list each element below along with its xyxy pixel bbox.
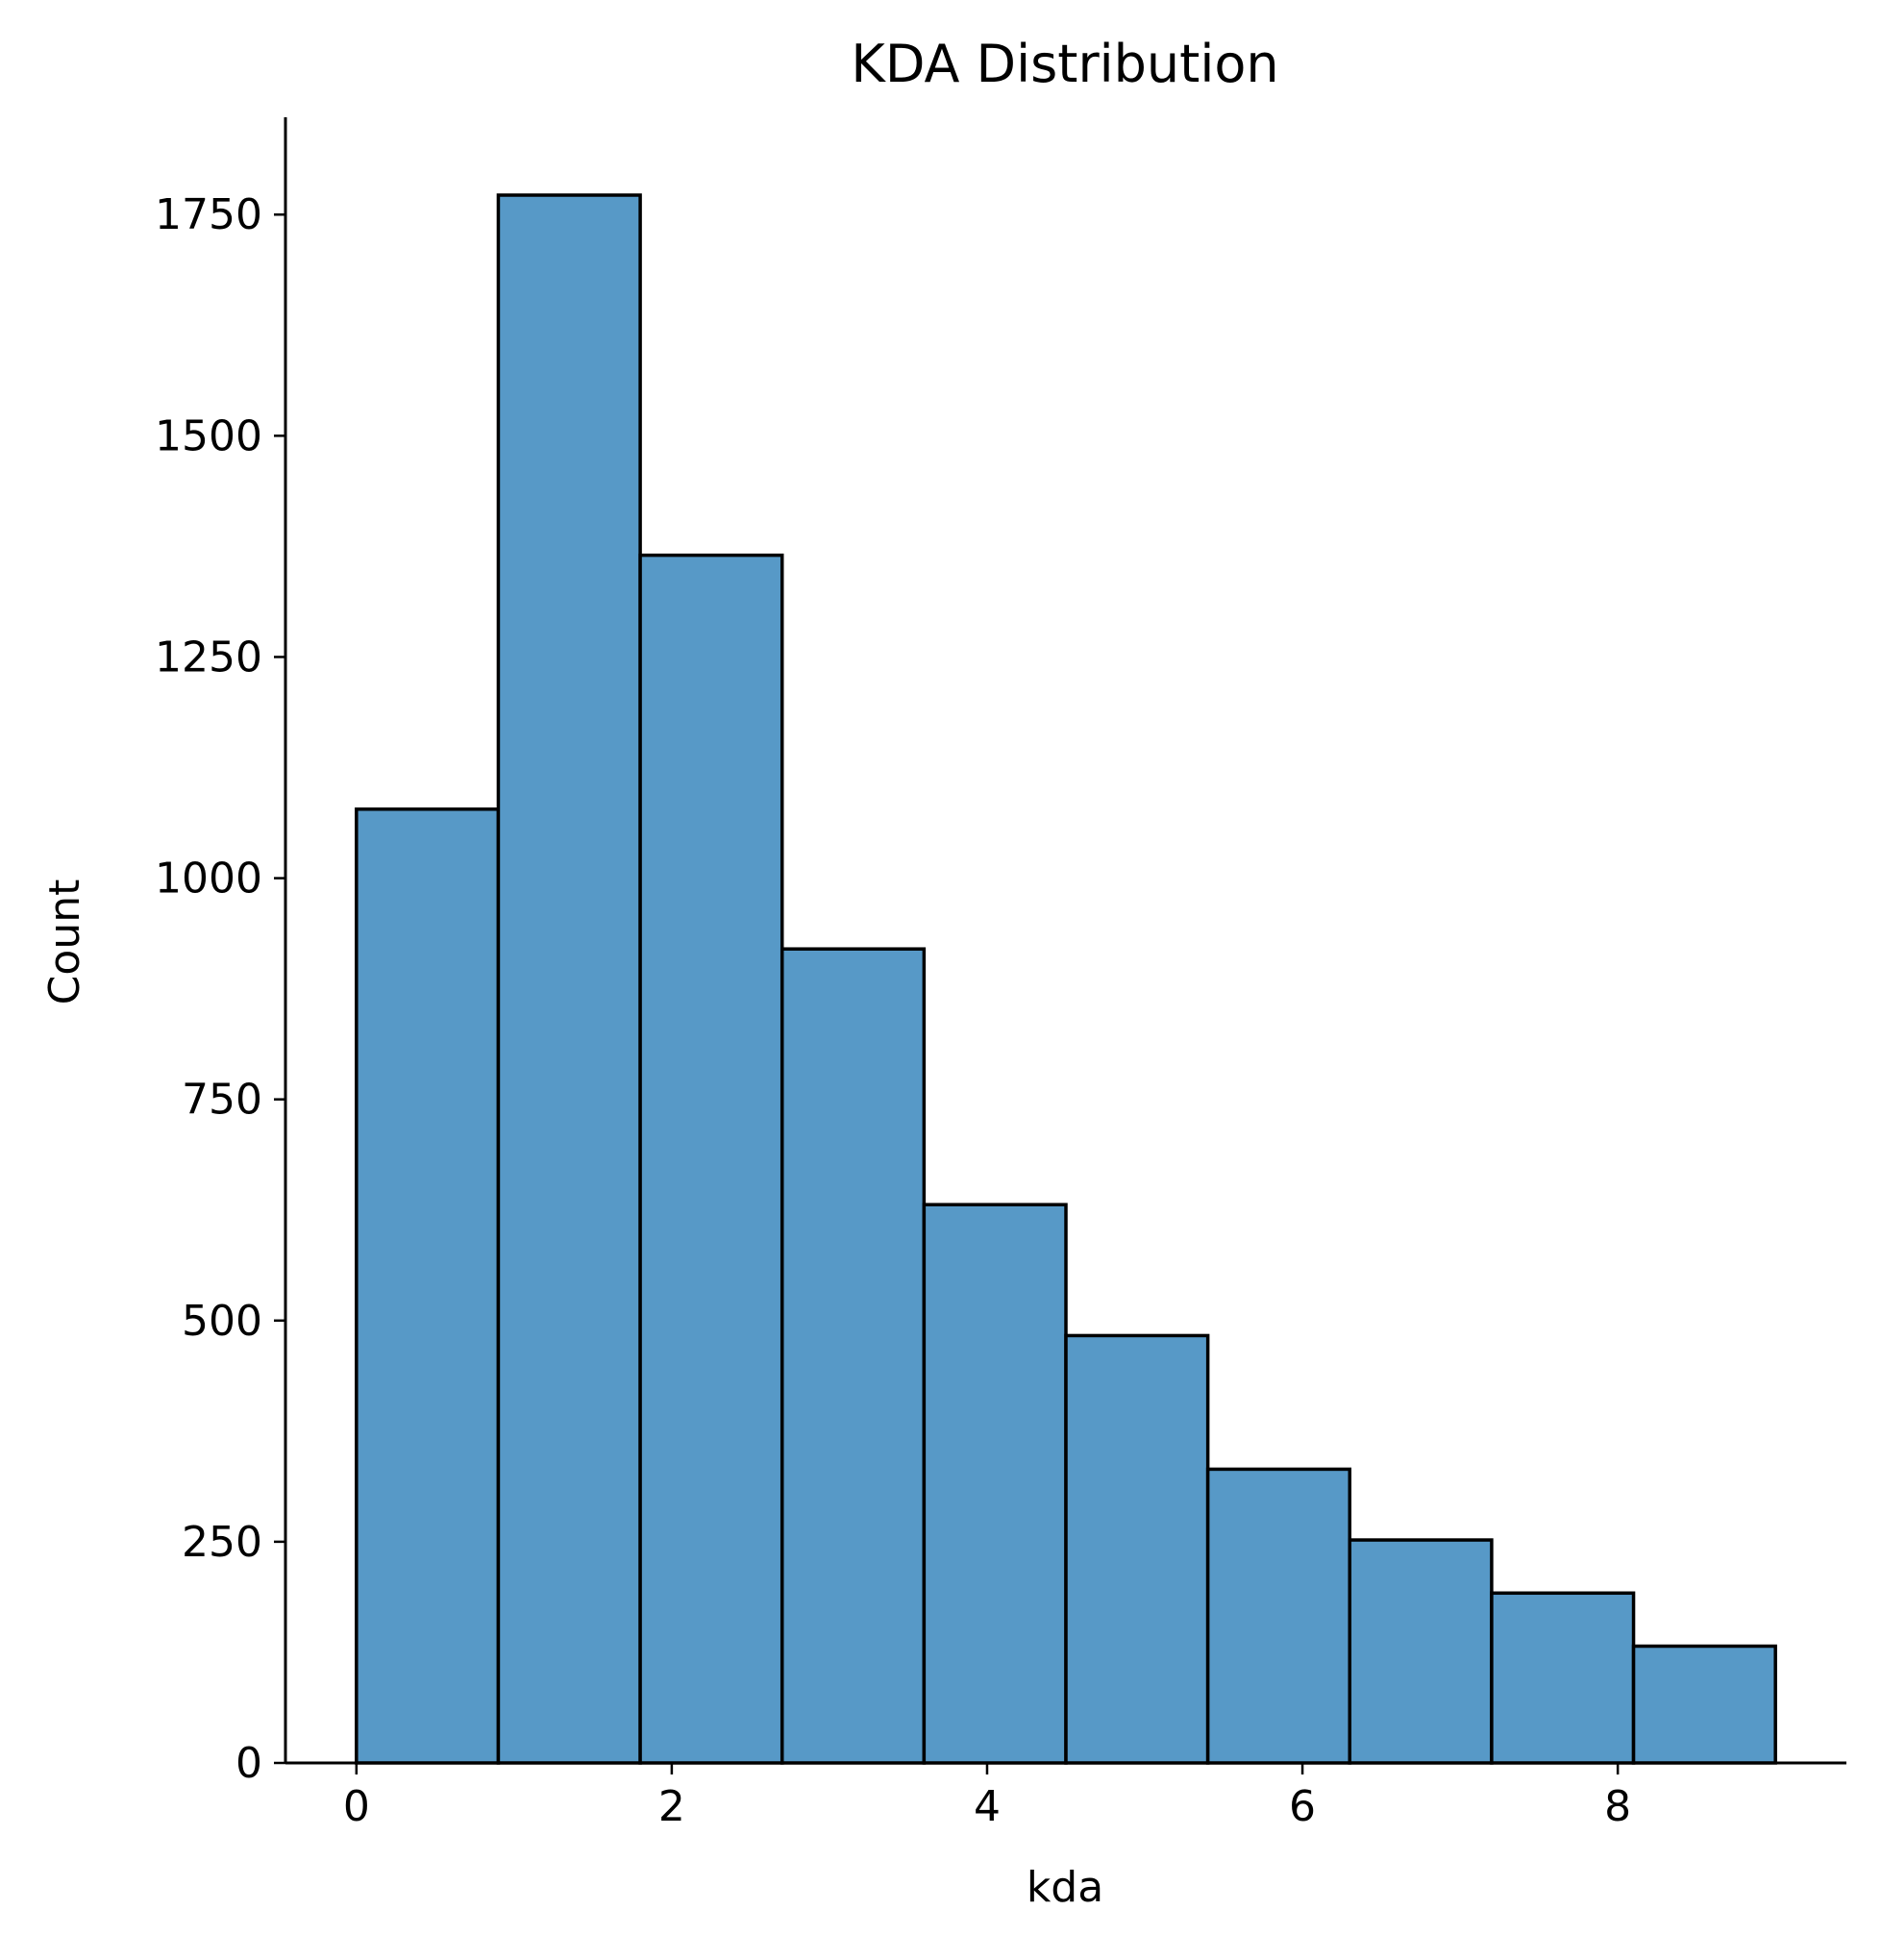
x-tick-label-0: 0 bbox=[343, 1782, 370, 1831]
y-tick-label-7: 1750 bbox=[155, 190, 262, 239]
histogram-bar-5 bbox=[1064, 1333, 1210, 1765]
y-tick-label-1: 250 bbox=[182, 1518, 262, 1567]
x-tick-label-3: 6 bbox=[1289, 1782, 1316, 1831]
x-axis-label: kda bbox=[1027, 1863, 1103, 1912]
histogram-bar-2 bbox=[638, 553, 784, 1765]
y-tick-label-0: 0 bbox=[235, 1739, 262, 1788]
y-tick-label-2: 500 bbox=[182, 1297, 262, 1346]
histogram-bar-6 bbox=[1205, 1467, 1352, 1765]
y-tick-label-3: 750 bbox=[182, 1076, 262, 1125]
y-tick-label-6: 1500 bbox=[155, 411, 262, 460]
y-tick-label-5: 1250 bbox=[155, 633, 262, 682]
chart-title: KDA Distribution bbox=[851, 34, 1278, 94]
histogram-bar-8 bbox=[1490, 1591, 1636, 1765]
y-axis-label: Count bbox=[40, 880, 89, 1005]
x-tick-label-2: 4 bbox=[974, 1782, 1001, 1831]
histogram-bar-0 bbox=[355, 807, 501, 1765]
x-ticks-group: 0 2 4 6 8 bbox=[343, 1763, 1631, 1831]
y-tick-label-4: 1000 bbox=[155, 855, 262, 904]
histogram-bar-9 bbox=[1631, 1644, 1777, 1765]
histogram-bar-7 bbox=[1348, 1538, 1494, 1765]
histogram-bar-4 bbox=[922, 1203, 1068, 1765]
y-ticks-group: 0 250 500 750 1000 1250 1500 1750 bbox=[155, 190, 285, 1788]
bars-group bbox=[355, 193, 1777, 1765]
histogram-bar-3 bbox=[780, 947, 927, 1765]
x-tick-label-4: 8 bbox=[1604, 1782, 1631, 1831]
x-tick-label-1: 2 bbox=[658, 1782, 685, 1831]
histogram-bar-1 bbox=[496, 193, 642, 1765]
